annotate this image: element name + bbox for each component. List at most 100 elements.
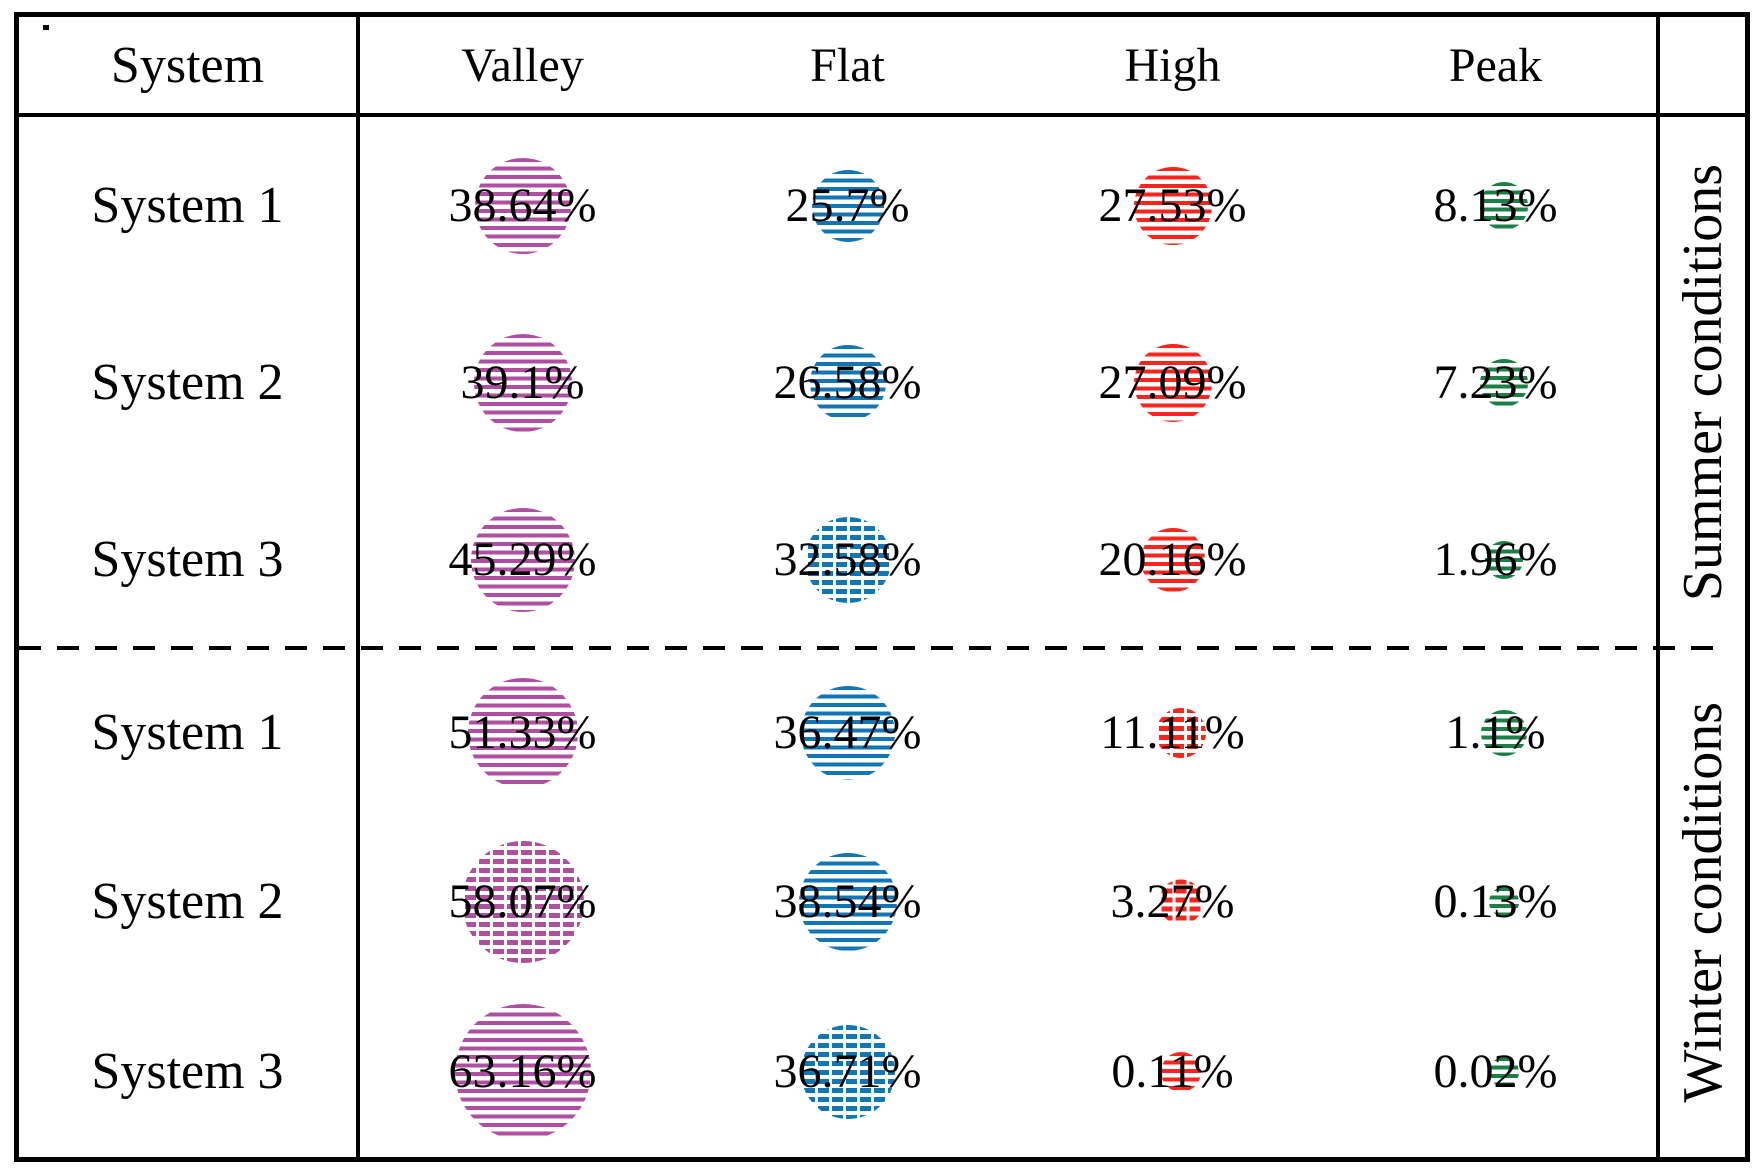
data-cell-summer-system-3-valley: 45.29% (360, 471, 685, 648)
data-cell-winter-system-3-valley: 63.16% (360, 986, 685, 1157)
data-cell-summer-system-2-valley: 39.1% (360, 294, 685, 471)
peak-bubble (1479, 358, 1528, 407)
percentage-value: 32.58% (773, 533, 922, 586)
percentage-value: 0.11% (1111, 1045, 1234, 1098)
data-cell-summer-system-1-flat: 25.7% (685, 117, 1010, 294)
percentage-value: 38.54% (773, 875, 922, 928)
stray-mark (43, 25, 49, 30)
percentage-value: 27.09% (1098, 356, 1247, 409)
percentage-value: 36.71% (773, 1045, 922, 1098)
header-cell-flat: Flat (685, 17, 1010, 117)
data-cell-winter-system-3-flat: 36.71% (685, 986, 1010, 1157)
percentage-value: 45.29% (448, 533, 597, 586)
flat-bubble (804, 516, 891, 603)
summer-conditions-label: Summer conditions (1671, 163, 1734, 602)
row-label-cell-winter-system-3: System 3 (19, 986, 360, 1157)
high-bubble (1158, 879, 1203, 924)
section-separator-dashed-line (19, 646, 1719, 650)
peak-bubble (1484, 540, 1523, 579)
flat-bubble (800, 1024, 895, 1119)
row-label-cell-summer-system-1: System 1 (19, 117, 360, 294)
flat-bubble (798, 852, 897, 951)
data-cell-winter-system-2-valley: 58.07% (360, 817, 685, 986)
header-cell-system: System (19, 17, 360, 117)
header-high-label: High (1124, 38, 1221, 92)
percentage-value: 1.96% (1433, 533, 1558, 586)
header-system-label: System (110, 36, 265, 94)
winter-conditions-cell: Winter conditions (1660, 648, 1745, 1157)
data-cell-summer-system-3-peak: 1.96% (1335, 471, 1660, 648)
flat-bubble (809, 344, 886, 421)
header-cell-valley: Valley (360, 17, 685, 117)
high-bubble (1140, 527, 1205, 592)
data-cell-winter-system-2-flat: 38.54% (685, 817, 1010, 986)
high-bubble (1155, 707, 1206, 758)
header-valley-label: Valley (461, 38, 584, 92)
valley-bubble (474, 157, 571, 254)
data-cell-winter-system-2-high: 3.27% (1010, 817, 1335, 986)
percentage-value: 8.13% (1433, 179, 1558, 232)
data-cell-summer-system-2-flat: 26.58% (685, 294, 1010, 471)
row-label: System 3 (91, 531, 284, 588)
flat-bubble (811, 169, 884, 242)
percentage-value: 39.1% (460, 356, 585, 409)
header-flat-label: Flat (810, 38, 885, 92)
table-frame: System Valley Flat High Peak Summer cond… (14, 12, 1750, 1162)
header-cell-high: High (1010, 17, 1335, 117)
percentage-value: 11.11% (1100, 706, 1245, 759)
data-cell-summer-system-2-high: 27.09% (1010, 294, 1335, 471)
percentage-value: 7.23% (1433, 356, 1558, 409)
peak-bubble (1480, 709, 1527, 756)
row-label-cell-winter-system-2: System 2 (19, 817, 360, 986)
header-cell-peak: Peak (1335, 17, 1660, 117)
percentage-value: 51.33% (448, 706, 597, 759)
percentage-value: 3.27% (1110, 875, 1235, 928)
high-bubble (1133, 343, 1212, 422)
data-cell-winter-system-2-peak: 0.13% (1335, 817, 1660, 986)
percentage-value: 1.1% (1445, 706, 1546, 759)
valley-bubble (473, 333, 572, 432)
percentage-value: 36.47% (773, 706, 922, 759)
data-cell-summer-system-1-high: 27.53% (1010, 117, 1335, 294)
percentage-value: 38.64% (448, 179, 597, 232)
bubble-table: System Valley Flat High Peak Summer cond… (19, 17, 1745, 1157)
percentage-value: 0.02% (1433, 1045, 1558, 1098)
percentage-value: 20.16% (1098, 533, 1247, 586)
valley-bubble (454, 1003, 591, 1140)
flat-bubble (800, 685, 895, 780)
row-label-cell-summer-system-2: System 2 (19, 294, 360, 471)
percentage-value: 58.07% (448, 875, 597, 928)
row-label-cell-winter-system-1: System 1 (19, 648, 360, 817)
header-cell-conditions (1660, 17, 1745, 117)
percentage-value: 25.7% (785, 179, 910, 232)
high-bubble (1133, 166, 1212, 245)
peak-bubble (1479, 181, 1528, 230)
percentage-value: 26.58% (773, 356, 922, 409)
data-cell-summer-system-3-flat: 32.58% (685, 471, 1010, 648)
data-cell-winter-system-1-peak: 1.1% (1335, 648, 1660, 817)
row-label: System 1 (91, 704, 284, 761)
percentage-value: 0.13% (1433, 875, 1558, 928)
data-cell-winter-system-1-valley: 51.33% (360, 648, 685, 817)
data-cell-winter-system-3-peak: 0.02% (1335, 986, 1660, 1157)
data-cell-winter-system-1-flat: 36.47% (685, 648, 1010, 817)
data-cell-summer-system-1-valley: 38.64% (360, 117, 685, 294)
summer-conditions-cell: Summer conditions (1660, 117, 1745, 648)
header-peak-label: Peak (1448, 38, 1543, 92)
row-label: System 3 (91, 1043, 284, 1100)
row-label: System 1 (91, 177, 284, 234)
data-cell-summer-system-2-peak: 7.23% (1335, 294, 1660, 471)
high-bubble (1160, 1051, 1201, 1092)
data-cell-summer-system-1-peak: 8.13% (1335, 117, 1660, 294)
data-cell-summer-system-3-high: 20.16% (1010, 471, 1335, 648)
valley-bubble (470, 507, 575, 612)
row-label-cell-summer-system-3: System 3 (19, 471, 360, 648)
row-label: System 2 (91, 873, 284, 930)
percentage-value: 27.53% (1098, 179, 1247, 232)
peak-bubble (1488, 886, 1519, 917)
data-cell-winter-system-3-high: 0.11% (1010, 986, 1335, 1157)
winter-conditions-label: Winter conditions (1671, 702, 1734, 1103)
data-cell-winter-system-1-high: 11.11% (1010, 648, 1335, 817)
row-label: System 2 (91, 354, 284, 411)
peak-bubble (1488, 1056, 1519, 1087)
